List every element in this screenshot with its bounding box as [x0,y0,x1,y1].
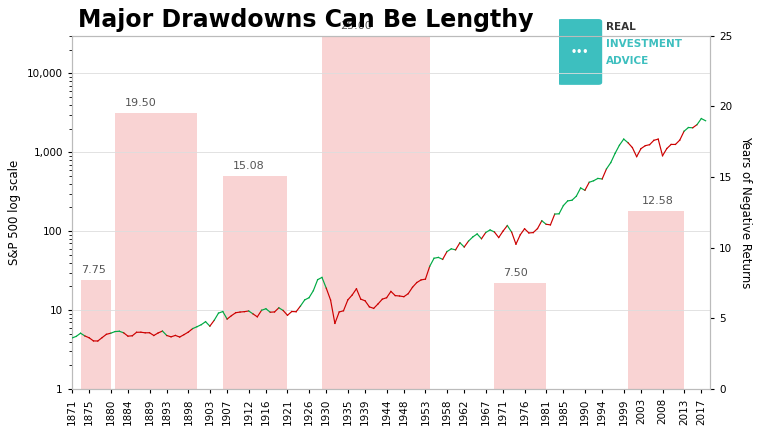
Text: •••: ••• [571,47,589,57]
Text: 15.08: 15.08 [233,161,264,171]
Text: Major Drawdowns Can Be Lengthy: Major Drawdowns Can Be Lengthy [78,8,534,32]
Text: 12.58: 12.58 [642,196,674,206]
Bar [322,36,429,389]
Text: 7.50: 7.50 [504,268,528,278]
Text: ADVICE: ADVICE [606,56,649,66]
FancyBboxPatch shape [557,19,602,85]
Bar [81,280,111,389]
Y-axis label: S&P 500 log scale: S&P 500 log scale [8,160,21,265]
Text: INVESTMENT: INVESTMENT [606,39,682,49]
Bar [115,113,197,389]
Text: 19.50: 19.50 [125,98,157,109]
Bar [495,283,546,389]
Bar [628,211,684,389]
Y-axis label: Years of Negative Returns: Years of Negative Returns [739,136,752,288]
Text: 25.00: 25.00 [340,21,372,31]
Bar [223,176,287,389]
Text: 7.75: 7.75 [81,265,106,275]
Text: REAL: REAL [606,22,635,32]
